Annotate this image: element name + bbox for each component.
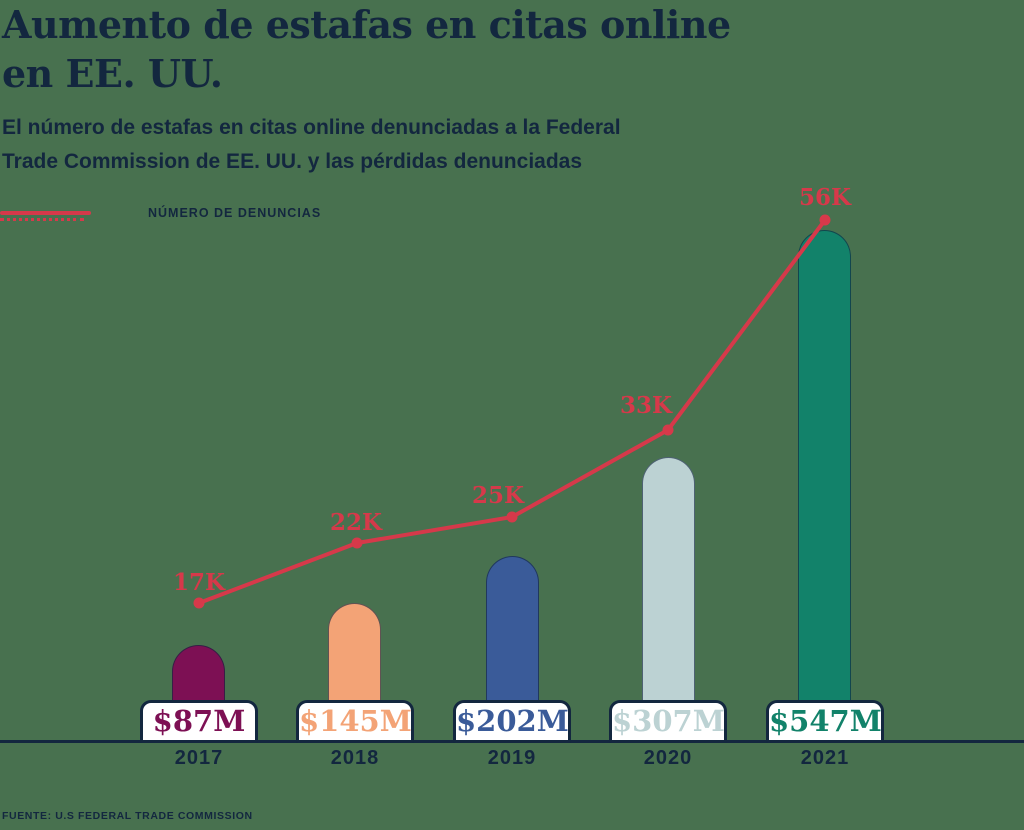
subtitle-line-2: Trade Commission de EE. UU. y las pérdid… — [2, 150, 583, 173]
value-label-2019: $202M — [456, 704, 569, 738]
data-point-2021 — [819, 214, 831, 226]
title-line-2: en EE. UU. — [2, 51, 223, 96]
x-tick-2021: 2021 — [800, 747, 850, 769]
value-box-2021: $547M — [766, 700, 884, 743]
value-box-2020: $307M — [609, 700, 727, 743]
point-label-2019: 25K — [472, 482, 524, 509]
x-tick-2019: 2019 — [487, 747, 537, 769]
value-box-2017: $87M — [140, 700, 258, 743]
subtitle-line-1: El número de estafas en citas online den… — [2, 116, 621, 139]
bar-2020 — [642, 457, 695, 741]
page-subtitle: El número de estafas en citas online den… — [2, 111, 762, 179]
value-label-2020: $307M — [612, 704, 725, 738]
x-tick-2020: 2020 — [643, 747, 693, 769]
title-line-1: Aumento de estafas en citas online — [2, 2, 731, 47]
value-label-2018: $145M — [299, 704, 412, 738]
data-point-2020 — [662, 424, 674, 436]
point-label-2018: 22K — [330, 509, 382, 536]
legend-line-dotted-swatch — [0, 218, 84, 221]
data-point-2018 — [351, 537, 363, 549]
legend-line-swatch — [0, 211, 91, 215]
data-point-2017 — [193, 597, 205, 609]
point-label-2020: 33K — [620, 392, 672, 419]
point-label-2017: 17K — [173, 569, 225, 596]
bar-2021 — [798, 230, 851, 741]
point-label-2021: 56K — [799, 184, 851, 211]
value-box-2019: $202M — [453, 700, 571, 743]
source-attribution: FUENTE: U.S FEDERAL TRADE COMMISSION — [2, 810, 253, 822]
legend-label: NÚMERO DE DENUNCIAS — [148, 206, 322, 220]
page-title: Aumento de estafas en citas online en EE… — [2, 0, 922, 98]
value-label-2021: $547M — [769, 704, 882, 738]
x-tick-2018: 2018 — [330, 747, 380, 769]
x-tick-2017: 2017 — [174, 747, 224, 769]
data-point-2019 — [506, 511, 518, 523]
value-box-2018: $145M — [296, 700, 414, 743]
value-label-2017: $87M — [152, 704, 246, 738]
